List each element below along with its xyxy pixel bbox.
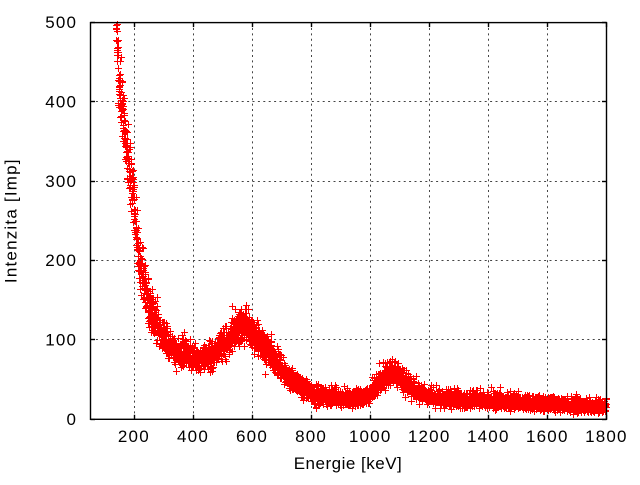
svg-text:1600: 1600 bbox=[526, 427, 569, 446]
svg-text:400: 400 bbox=[45, 92, 77, 111]
svg-text:300: 300 bbox=[45, 172, 77, 191]
svg-text:0: 0 bbox=[67, 410, 78, 429]
svg-text:600: 600 bbox=[236, 427, 268, 446]
svg-text:200: 200 bbox=[118, 427, 150, 446]
svg-text:1400: 1400 bbox=[467, 427, 510, 446]
svg-text:1000: 1000 bbox=[349, 427, 392, 446]
svg-text:500: 500 bbox=[45, 13, 77, 32]
svg-text:400: 400 bbox=[177, 427, 209, 446]
svg-text:Energie [keV]: Energie [keV] bbox=[294, 454, 403, 473]
svg-text:1800: 1800 bbox=[585, 427, 628, 446]
svg-text:Intenzita [Imp]: Intenzita [Imp] bbox=[2, 158, 21, 283]
svg-text:1200: 1200 bbox=[408, 427, 451, 446]
svg-text:800: 800 bbox=[295, 427, 327, 446]
svg-text:100: 100 bbox=[45, 331, 77, 350]
svg-text:200: 200 bbox=[45, 251, 77, 270]
